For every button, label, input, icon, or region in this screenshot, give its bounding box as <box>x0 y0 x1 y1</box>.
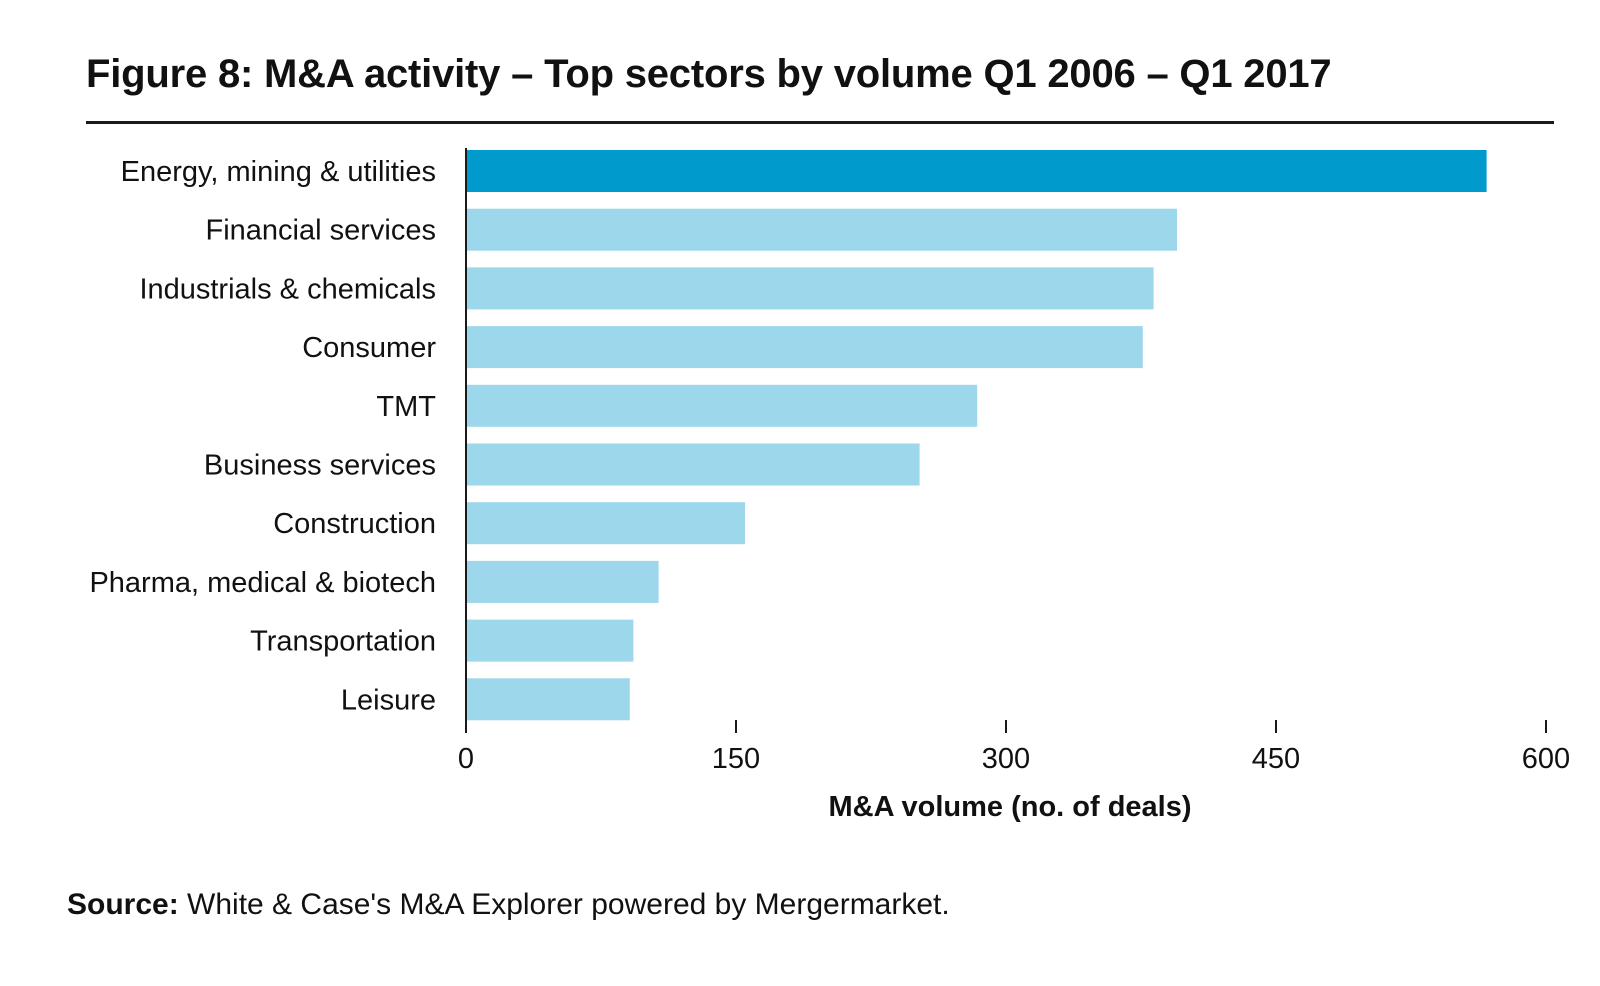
x-axis-title: M&A volume (no. of deals) <box>828 791 1191 823</box>
bar-2 <box>466 267 1154 310</box>
title-rule <box>86 121 1554 124</box>
bar-chart: Energy, mining & utilities Financial serv… <box>89 148 1570 823</box>
category-label: Transportation <box>250 626 436 658</box>
bar-9 <box>466 678 630 721</box>
category-label: TMT <box>376 391 436 423</box>
category-label: Pharma, medical & biotech <box>89 567 436 599</box>
category-label: Construction <box>273 508 436 540</box>
category-labels: Energy, mining & utilities Financial serv… <box>89 156 436 716</box>
x-tick-label: 150 <box>712 743 760 775</box>
bar-3 <box>466 326 1143 369</box>
bar-7 <box>466 560 659 603</box>
x-tick-label: 600 <box>1522 743 1570 775</box>
bar-4 <box>466 384 978 427</box>
bar-5 <box>466 443 920 486</box>
category-label: Consumer <box>302 332 436 364</box>
bar-1 <box>466 208 1177 251</box>
category-label: Leisure <box>341 684 436 716</box>
x-tick-label: 0 <box>458 743 474 775</box>
bars-layer <box>466 150 1487 721</box>
source-text: White & Case's M&A Explorer powered by M… <box>178 888 950 921</box>
category-label: Industrials & chemicals <box>139 273 436 305</box>
category-label: Financial services <box>206 215 436 247</box>
x-tick-label: 450 <box>1252 743 1300 775</box>
x-tick-label: 300 <box>982 743 1030 775</box>
bar-6 <box>466 502 745 545</box>
bar-0 <box>466 150 1487 192</box>
chart-title: Figure 8: M&A activity – Top sectors by … <box>86 52 1332 96</box>
source-label: Source: <box>67 888 179 921</box>
category-label: Energy, mining & utilities <box>121 156 436 188</box>
source-note: Source: White & Case's M&A Explorer powe… <box>67 888 950 922</box>
x-axis-ticks: 0 150 300 450 600 <box>458 720 1570 775</box>
bar-8 <box>466 619 634 662</box>
category-label: Business services <box>204 450 436 482</box>
